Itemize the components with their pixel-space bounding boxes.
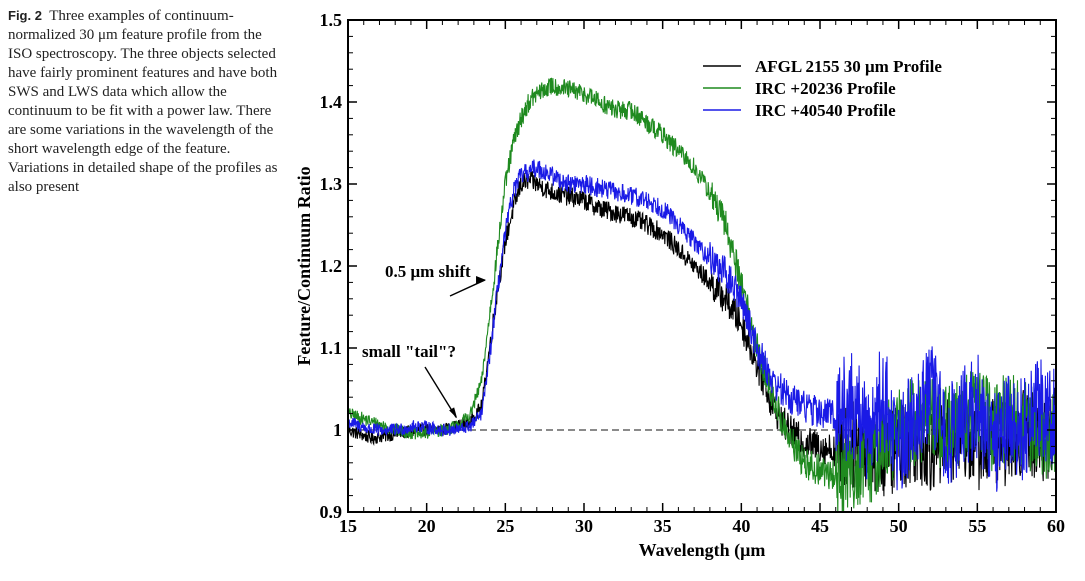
annotation-shift-label: 0.5 μm shift <box>385 262 471 281</box>
x-tick-label: 30 <box>575 516 593 536</box>
legend-label: AFGL 2155 30 μm Profile <box>755 57 942 76</box>
y-tick-label: 1.3 <box>320 174 343 194</box>
series-line-1 <box>348 170 1056 497</box>
legend-label: IRC +20236 Profile <box>755 79 896 98</box>
x-tick-label: 20 <box>418 516 436 536</box>
y-tick-label: 1.1 <box>320 338 343 358</box>
x-tick-label: 25 <box>496 516 514 536</box>
x-axis-label: Wavelength (μm <box>639 540 766 561</box>
x-tick-label: 55 <box>968 516 986 536</box>
annotation-shift-arrowhead <box>476 275 487 284</box>
annotation-tail-arrow <box>424 366 457 418</box>
annotation-tail-label: small "tail"? <box>362 342 456 361</box>
x-tick-label: 60 <box>1047 516 1065 536</box>
y-tick-label: 1.5 <box>320 10 343 30</box>
x-tick-label: 45 <box>811 516 829 536</box>
series-line-3 <box>348 159 1056 492</box>
caption-text: Three examples of continuum-normalized 3… <box>8 8 278 195</box>
y-tick-label: 1.4 <box>320 92 343 112</box>
y-tick-label: 1 <box>333 420 342 440</box>
x-tick-label: 40 <box>732 516 750 536</box>
figure-label: Fig. 2 <box>8 8 42 23</box>
x-tick-label: 35 <box>654 516 672 536</box>
legend: AFGL 2155 30 μm Profile IRC +20236 Profil… <box>703 57 942 120</box>
y-tick-label: 0.9 <box>320 502 343 522</box>
x-tick-label: 15 <box>339 516 357 536</box>
figure-caption: Fig. 2 Three examples of continuum-norma… <box>8 6 278 197</box>
y-tick-label: 1.2 <box>320 256 343 276</box>
legend-label: IRC +40540 Profile <box>755 101 896 120</box>
y-axis-label: Feature/Continuum Ratio <box>294 166 314 365</box>
annotation-tail-arrowhead <box>449 407 458 419</box>
x-tick-label: 50 <box>890 516 908 536</box>
